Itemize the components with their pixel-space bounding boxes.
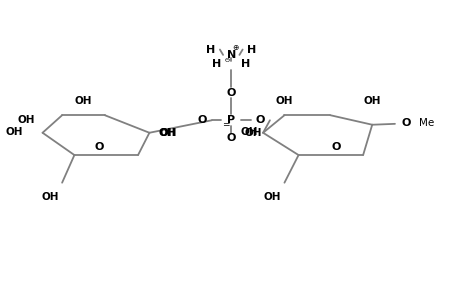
Text: OH: OH xyxy=(6,127,23,136)
Text: ⊕: ⊕ xyxy=(232,43,239,52)
Text: P: P xyxy=(227,115,235,125)
Text: OH: OH xyxy=(159,128,177,138)
Text: O: O xyxy=(330,142,340,152)
Text: H: H xyxy=(206,44,215,55)
Text: Me: Me xyxy=(418,118,433,128)
Text: OH: OH xyxy=(275,96,292,106)
Text: O: O xyxy=(197,115,207,125)
Text: OH: OH xyxy=(17,115,35,125)
Text: O: O xyxy=(401,118,410,128)
Text: H: H xyxy=(246,44,256,55)
Text: OH: OH xyxy=(41,192,59,202)
Text: OH: OH xyxy=(158,128,176,138)
Text: OH: OH xyxy=(363,96,380,106)
Text: Θ: Θ xyxy=(224,58,229,63)
Text: N: N xyxy=(226,50,235,60)
Text: OH: OH xyxy=(244,128,262,138)
Text: OH: OH xyxy=(263,192,280,202)
Text: H: H xyxy=(212,59,221,69)
Text: O: O xyxy=(255,115,264,125)
Text: OH: OH xyxy=(74,96,92,106)
Text: OH: OH xyxy=(240,127,257,137)
Text: O: O xyxy=(226,88,235,98)
Text: =: = xyxy=(221,120,229,129)
Text: O: O xyxy=(226,133,235,143)
Text: H: H xyxy=(241,59,250,69)
Text: O: O xyxy=(95,142,104,152)
